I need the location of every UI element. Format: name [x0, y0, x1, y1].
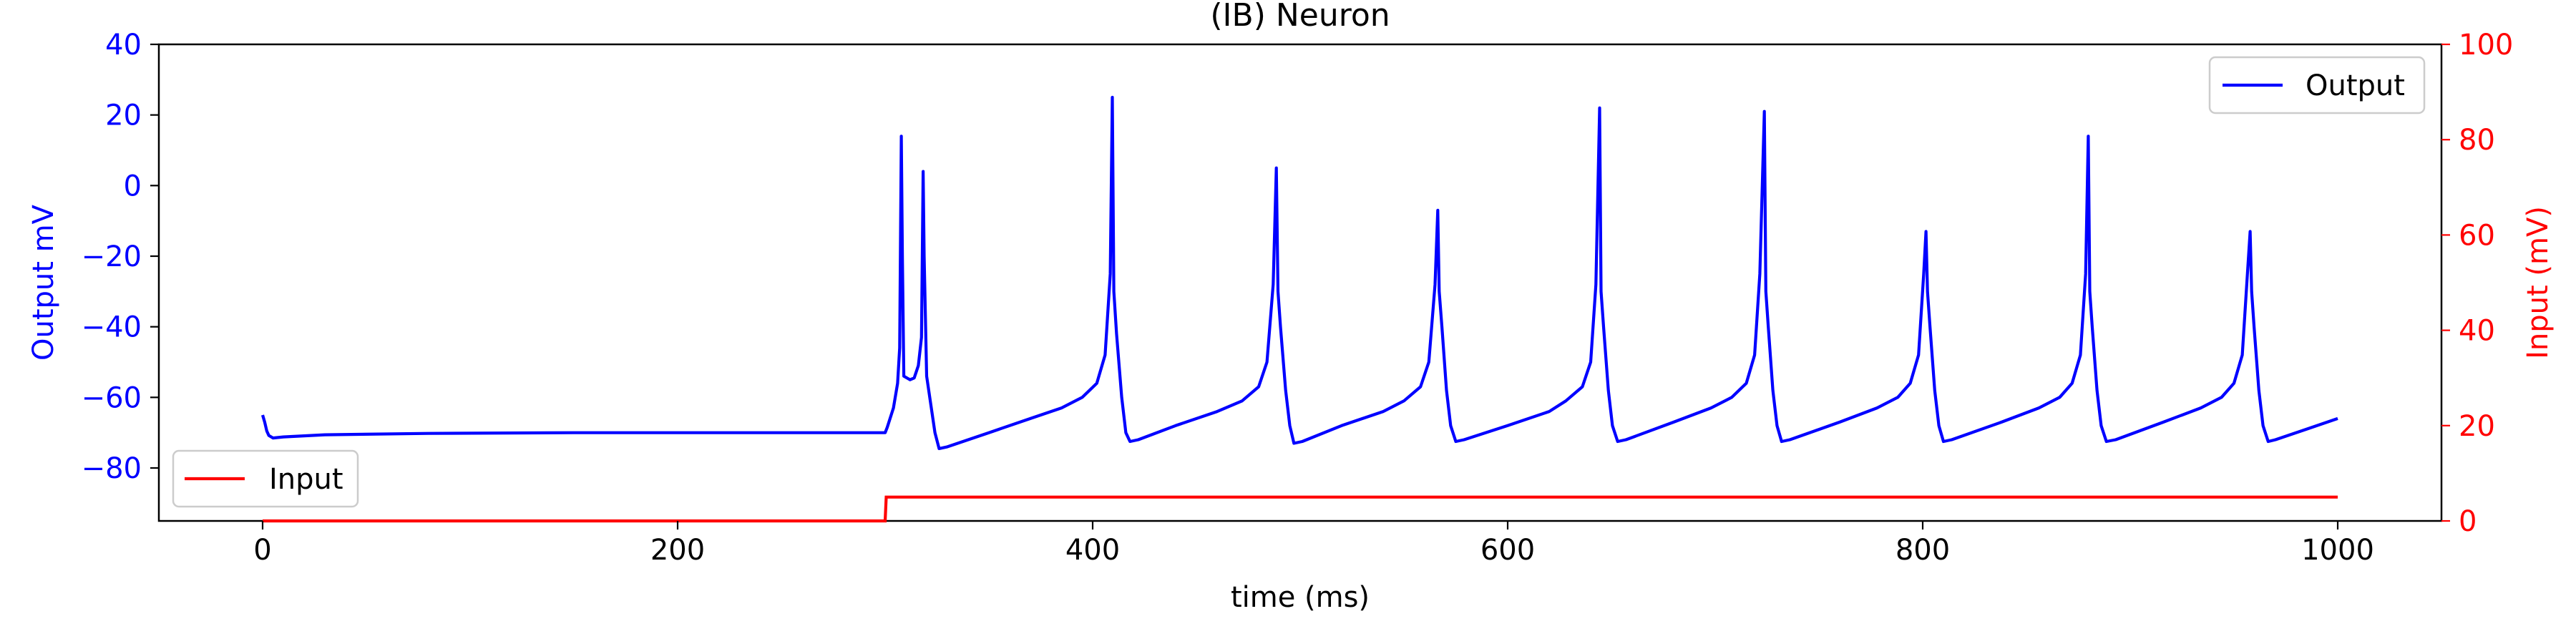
legend-input: Input — [172, 449, 359, 508]
series-output-line — [260, 95, 2338, 451]
left-tick-label: −40 — [82, 311, 142, 344]
plot-area — [157, 43, 2443, 523]
legend-output-box — [2208, 56, 2426, 114]
left-axis-label: Output mV — [27, 204, 60, 361]
left-tick-label: 40 — [105, 29, 142, 62]
right-axis-label: Input (mV) — [2522, 206, 2555, 359]
right-tick-label: 20 — [2459, 410, 2495, 443]
x-tick-label: 200 — [650, 534, 705, 567]
x-tick-label: 0 — [253, 534, 271, 567]
left-tick-label: −80 — [82, 452, 142, 485]
x-tick-label: 1000 — [2301, 534, 2374, 567]
right-tick-label: 80 — [2459, 124, 2495, 157]
left-tick-label: 20 — [105, 99, 142, 132]
legend-output: Output — [2208, 56, 2426, 114]
x-tick-label: 600 — [1480, 534, 1535, 567]
left-tick-label: −20 — [82, 240, 142, 273]
left-axis-ticks: 40 20 0 −20 −40 −60 −80 — [82, 29, 159, 485]
left-tick-label: 0 — [124, 170, 142, 203]
plot-frame — [157, 43, 2443, 522]
x-axis-ticks: 0 200 400 600 800 1000 — [253, 521, 2374, 567]
left-tick-label: −60 — [82, 381, 142, 414]
right-tick-label: 0 — [2459, 505, 2477, 538]
legend-input-box — [172, 449, 359, 508]
legend-output-label: Output — [2306, 69, 2405, 102]
right-tick-label: 60 — [2459, 219, 2495, 252]
series-input-line — [263, 495, 2338, 523]
right-tick-label: 100 — [2459, 29, 2513, 62]
x-axis-label: time (ms) — [1231, 581, 1370, 614]
right-tick-label: 40 — [2459, 315, 2495, 348]
chart-title: (IB) Neuron — [1210, 0, 1390, 34]
x-tick-label: 800 — [1896, 534, 1950, 567]
legend-input-label: Input — [269, 463, 343, 496]
x-tick-label: 400 — [1065, 534, 1120, 567]
right-axis-ticks: 100 80 60 40 20 0 — [2441, 29, 2513, 538]
